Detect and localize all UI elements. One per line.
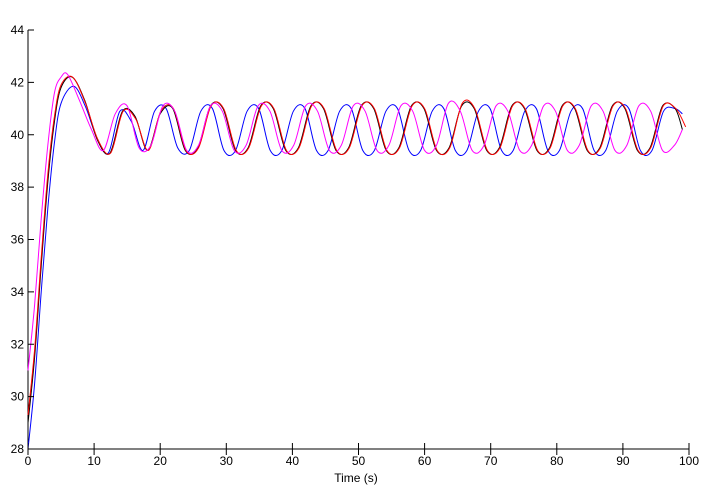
y-tick-label: 34 — [11, 285, 25, 299]
x-axis-label: Time (s) — [334, 471, 378, 485]
x-tick-label: 10 — [87, 454, 101, 468]
y-tick-label: 42 — [11, 75, 25, 89]
x-tick-label: 80 — [550, 454, 564, 468]
x-tick-label: 50 — [352, 454, 366, 468]
x-tick-label: 60 — [418, 454, 432, 468]
plot-frame — [27, 30, 689, 450]
series-line-3 — [27, 75, 687, 416]
x-tick-label: 90 — [616, 454, 630, 468]
y-tick-label: 44 — [11, 23, 25, 37]
x-tick-label: 20 — [154, 454, 168, 468]
x-tick-label: 0 — [25, 454, 32, 468]
series-line-1 — [27, 85, 683, 450]
ticks-layer: 0 10 20 30 40 50 60 70 80 90 100 28 30 32 34 36 38 40 42 44 — [11, 23, 700, 468]
series-line-4 — [27, 72, 683, 371]
x-tick-label: 100 — [679, 454, 699, 468]
y-tick-label: 32 — [11, 337, 25, 351]
x-tick-label: 30 — [220, 454, 234, 468]
series-layer — [27, 72, 687, 450]
y-tick-label: 38 — [11, 180, 25, 194]
x-tick-label: 40 — [286, 454, 300, 468]
y-tick-label: 40 — [11, 128, 25, 142]
y-tick-label: 36 — [11, 233, 25, 247]
x-tick-label: 70 — [484, 454, 498, 468]
y-tick-label: 30 — [11, 390, 25, 404]
y-tick-label: 28 — [11, 442, 25, 456]
